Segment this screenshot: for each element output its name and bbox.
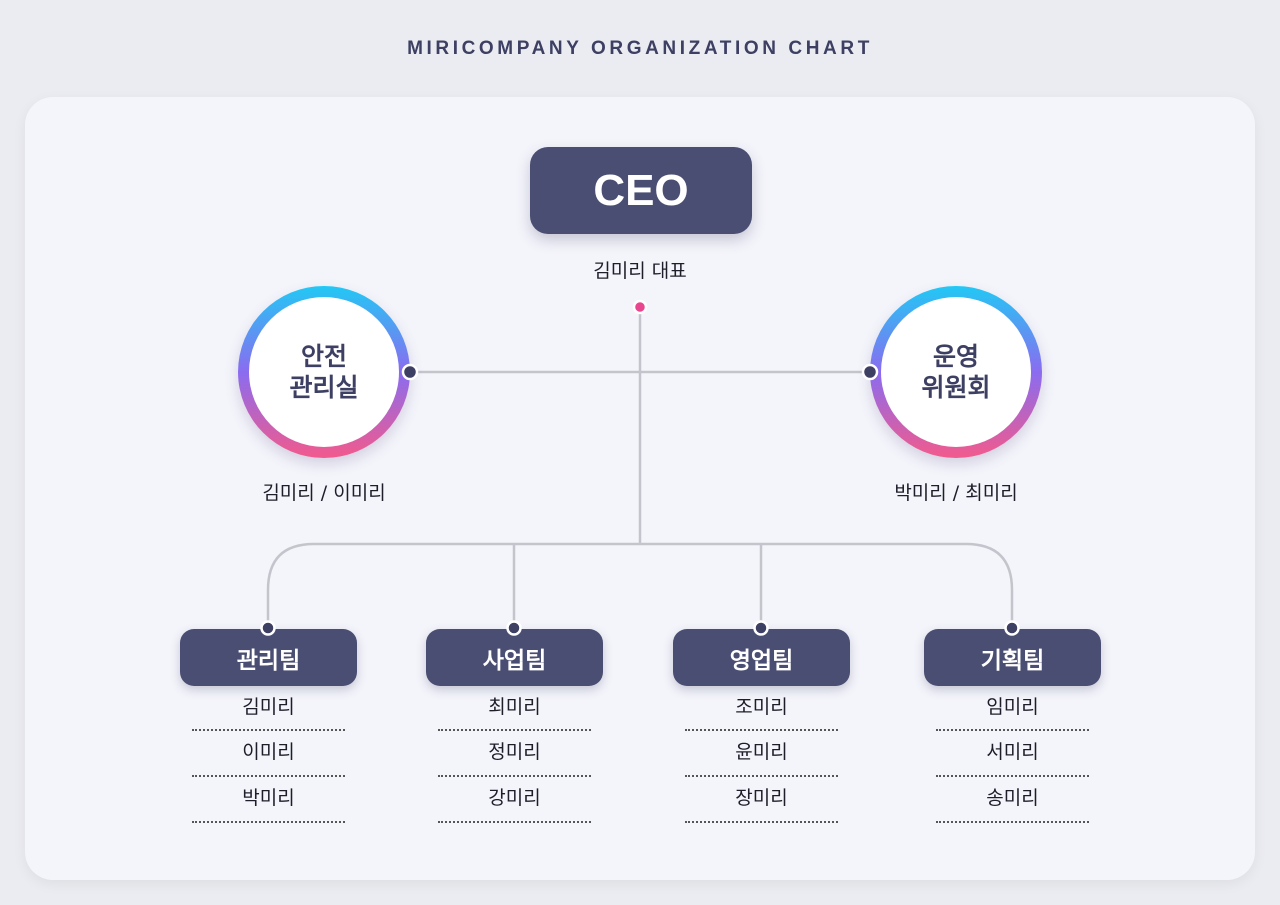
team-dot <box>1004 620 1020 636</box>
team-member: 김미리 <box>192 687 345 731</box>
team-member-list: 최미리 정미리 강미리 <box>438 687 591 823</box>
team-box: 사업팀 <box>426 629 603 686</box>
committee-dot <box>861 363 879 381</box>
ceo-box: CEO <box>530 147 752 234</box>
team-dot <box>260 620 276 636</box>
team-branch-line <box>266 542 1014 628</box>
committee-members: 박미리 / 최미리 <box>894 482 1018 504</box>
team-member-list: 임미리 서미리 송미리 <box>936 687 1089 823</box>
team-member: 이미리 <box>192 731 345 777</box>
team-member: 강미리 <box>438 777 591 823</box>
team-dot <box>753 620 769 636</box>
team-member: 정미리 <box>438 731 591 777</box>
team-member: 윤미리 <box>685 731 838 777</box>
ceo-dot <box>632 299 648 315</box>
committee-label: 관리실 <box>289 373 359 402</box>
committee-label: 위원회 <box>921 373 991 402</box>
team-member: 서미리 <box>936 731 1089 777</box>
committee-safety: 안전 관리실 <box>238 286 410 458</box>
team-dot <box>506 620 522 636</box>
team-member: 장미리 <box>685 777 838 823</box>
committee-members: 김미리 / 이미리 <box>262 482 386 504</box>
ceo-name: 김미리 대표 <box>593 260 687 282</box>
committee-label: 안전 <box>300 341 347 371</box>
team-member-list: 김미리 이미리 박미리 <box>192 687 345 823</box>
team-box: 기획팀 <box>924 629 1101 686</box>
committee-label: 운영 <box>932 341 979 371</box>
team-member: 임미리 <box>936 687 1089 731</box>
team-box: 관리팀 <box>180 629 357 686</box>
team-box: 영업팀 <box>673 629 850 686</box>
team-member-list: 조미리 윤미리 장미리 <box>685 687 838 823</box>
team-member: 송미리 <box>936 777 1089 823</box>
team-member: 박미리 <box>192 777 345 823</box>
team-member: 최미리 <box>438 687 591 731</box>
team-member: 조미리 <box>685 687 838 731</box>
committee-dot <box>401 363 419 381</box>
chart-title: MIRICOMPANY ORGANIZATION CHART <box>407 38 873 59</box>
committee-operations: 운영 위원회 <box>870 286 1042 458</box>
